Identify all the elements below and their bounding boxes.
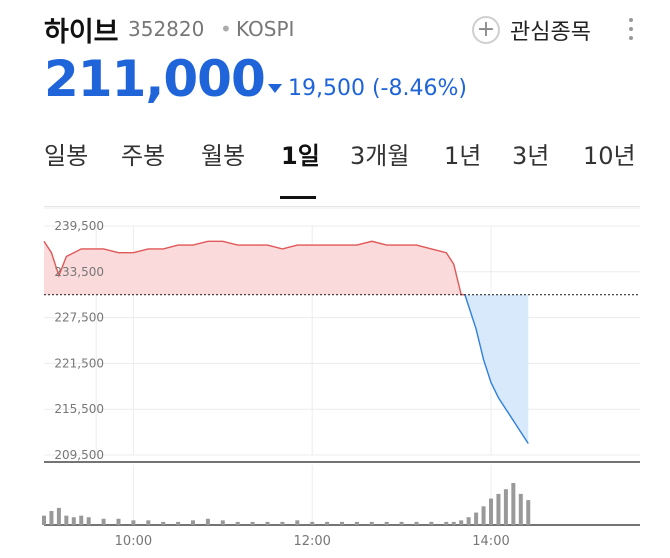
volume-bar [86,517,91,525]
price-change: 19,500 (-8.46%) [268,76,467,101]
volume-bars [42,483,531,525]
volume-bar [295,520,300,525]
volume-bar [466,517,471,525]
volume-bar [354,521,359,525]
period-tabs: 일봉 주봉 월봉 1일 3개월 1년 3년 10년 [0,136,670,199]
plus-icon: + [472,16,500,44]
volume-bar [503,489,508,525]
down-price-line [464,294,529,444]
volume-bar [42,515,46,525]
volume-bar [369,521,374,525]
watchlist-label: 관심종목 [510,20,591,45]
volume-bar [235,521,240,525]
tab-3month[interactable]: 3개월 [350,142,410,170]
chart-grid [44,207,640,526]
y-tick-label: 215,500 [54,402,104,416]
volume-bar [191,520,195,525]
stock-name: 하이브 [44,17,119,48]
y-tick-label: 233,500 [54,265,104,279]
x-tick-label: 10:00 [115,534,152,549]
x-tick-label: 12:00 [293,534,330,549]
divider [44,206,640,207]
stock-code: 352820 [128,17,205,41]
tab-monthly[interactable]: 월봉 [201,142,246,170]
volume-bar [280,521,285,525]
y-tick-label: 209,500 [54,448,104,462]
down-arrow-icon [268,84,282,93]
up-area-fill [44,241,465,295]
y-axis-labels: 239,500 233,500 227,500 221,500 215,500 209,5… [54,219,104,462]
stock-header: 하이브 352820 • KOSPI + 관심종목 211,000 19,500… [0,0,670,120]
volume-bar [340,521,344,525]
y-tick-label: 239,500 [54,219,104,233]
volume-bar [56,507,61,525]
volume-bar [399,521,404,525]
volume-bar [146,520,151,525]
volume-bar [205,518,210,525]
tab-weekly[interactable]: 주봉 [121,142,166,170]
volume-bar [459,520,464,525]
tab-1year[interactable]: 1년 [444,142,482,170]
volume-bar [176,521,181,525]
volume-bar [250,521,255,525]
down-area-fill [464,294,529,444]
volume-bar [49,511,54,525]
volume-bar [451,521,456,525]
volume-bar [71,517,76,525]
volume-bar [414,521,419,525]
volume-bar [384,521,389,525]
volume-bar [116,518,121,525]
volume-bar [161,521,166,525]
volume-bar [310,521,315,525]
y-tick-label: 221,500 [54,356,104,370]
price-change-value: 19,500 (-8.46%) [288,76,467,101]
market-label: KOSPI [236,17,295,41]
volume-bar [511,483,516,525]
x-axis-labels: 10:00 12:00 14:00 [115,534,510,549]
volume-bar [429,521,434,525]
current-price: 211,000 [44,50,266,108]
volume-bar [265,521,270,525]
up-price-line [43,240,465,296]
add-watchlist-button[interactable]: + 관심종목 [472,12,591,48]
y-tick-label: 227,500 [54,311,104,325]
volume-bar [518,493,523,525]
tab-daily[interactable]: 일봉 [44,142,89,170]
volume-bar [325,521,330,525]
active-tab-indicator [280,196,316,199]
volume-bar [496,493,501,525]
volume-bar [220,520,225,525]
tab-1day[interactable]: 1일 [281,142,320,170]
volume-bar [526,500,531,525]
volume-bar [444,521,449,525]
volume-bar [79,515,84,525]
separator-dot: • [220,17,232,41]
volume-bar [64,515,69,525]
price-line [43,240,529,444]
volume-bar [474,512,479,525]
volume-bar [489,498,493,525]
volume-bar [101,518,106,525]
tab-3year[interactable]: 3년 [512,142,550,170]
tab-10year[interactable]: 10년 [583,142,636,170]
more-vertical-icon[interactable] [626,18,636,46]
x-tick-label: 14:00 [472,534,509,549]
chart-fills [44,241,529,444]
volume-bar [131,520,136,525]
volume-bar [481,506,486,525]
